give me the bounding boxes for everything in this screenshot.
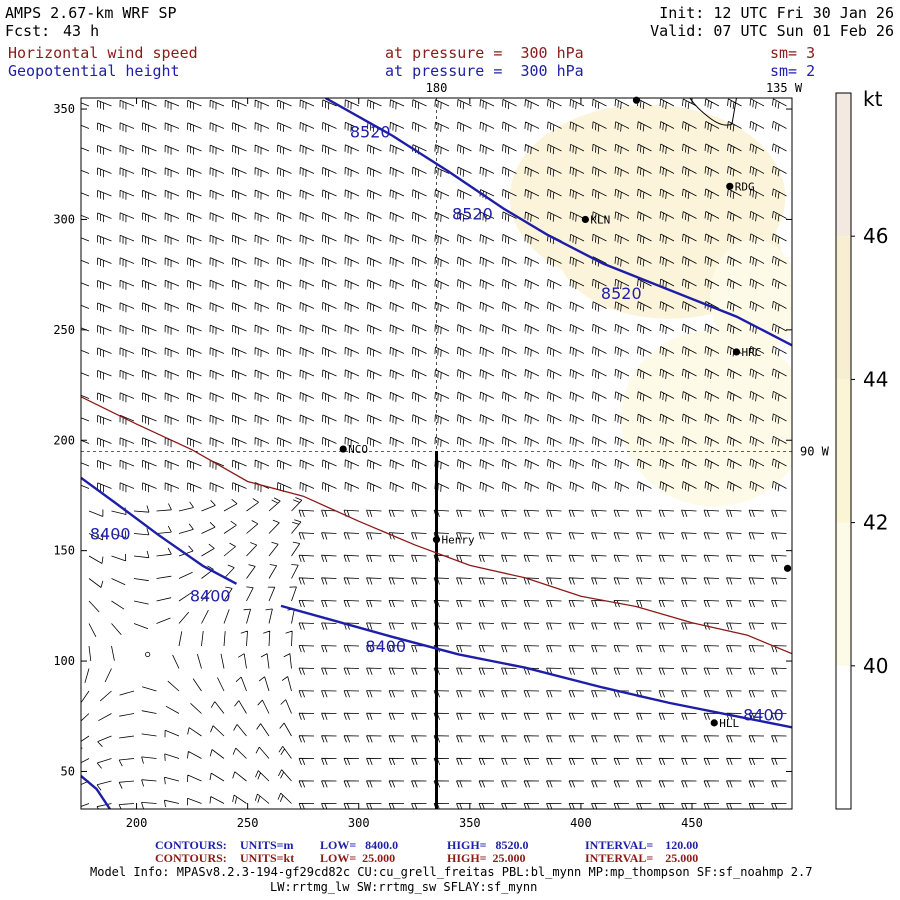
- station-label-Henry: Henry: [442, 534, 475, 547]
- contour-row-height-interval: INTERVAL= 120.00: [585, 838, 699, 852]
- contour-label-8520-0-0: 8520: [350, 123, 391, 142]
- contour-row-speed-high: HIGH= 25.000: [447, 851, 526, 865]
- x-tick-label-250: 250: [237, 816, 259, 830]
- contour-row-speed-interval: INTERVAL= 25.000: [585, 851, 699, 865]
- plot-frame: [80, 97, 793, 810]
- colorbar-segment-3: [836, 236, 851, 380]
- height-contour-8400-3: [81, 774, 111, 809]
- colorbar-label-44: 44: [863, 367, 888, 391]
- stations: RDG KLN HRC NCO Henry HLL: [339, 96, 792, 730]
- station-marker-1: [581, 215, 589, 224]
- contours: 8520 8520 8520 8400 8400 8400 8400: [81, 98, 792, 809]
- station-label-KLN: KLN: [590, 213, 610, 226]
- colorbar-frame: [835, 92, 852, 810]
- contour-row-speed-low: LOW= 25.000: [320, 851, 396, 865]
- meridian-label-90w: 90 W: [800, 444, 830, 458]
- meridian-guides: [81, 98, 792, 809]
- field-1-name: Horizontal wind speed: [8, 44, 198, 62]
- y-tick-label-100: 100: [53, 654, 75, 668]
- contour-row-speed-units: UNITS=kt: [240, 851, 295, 865]
- y-tick-label-150: 150: [53, 544, 75, 558]
- y-tick-label-250: 250: [53, 323, 75, 337]
- contour-row-height-high: HIGH= 8520.0: [447, 838, 529, 852]
- init-time: Init: 12 UTC Fri 30 Jan 26: [659, 4, 894, 22]
- valid-time: Valid: 07 UTC Sun 01 Feb 26: [650, 22, 894, 40]
- x-tick-label-450: 450: [681, 816, 703, 830]
- contour-row-height-low: LOW= 8400.0: [320, 838, 399, 852]
- contour-label-8400-1-0: 8400: [90, 525, 131, 544]
- axes: 200 250 300 350 400 450 50 100 150 200 250 300 350: [53, 98, 792, 830]
- contour-label-8400-2-0: 8400: [190, 586, 231, 605]
- wind-speed-shading: [509, 104, 792, 507]
- coastline-path: [689, 98, 737, 126]
- height-contour-8400-1: [81, 476, 238, 585]
- station-label-HRC: HRC: [741, 346, 761, 359]
- coastline: [689, 98, 737, 126]
- x-tick-label-400: 400: [570, 816, 592, 830]
- field-1-level: at pressure = 300 hPa: [385, 44, 584, 62]
- station-marker-0: [726, 182, 734, 190]
- colorbar-segment-4: [836, 93, 851, 237]
- x-tick-label-200: 200: [126, 816, 148, 830]
- speed-contour-25kt: [81, 396, 792, 655]
- contour-row-speed-label: CONTOURS:: [155, 851, 227, 865]
- colorbar-label-40: 40: [863, 654, 888, 678]
- height-contour-8400-2: [280, 604, 792, 729]
- station-label-NCO: NCO: [348, 443, 368, 456]
- wind-barbs: [81, 98, 787, 809]
- contour-row-height-units: UNITS=m: [240, 838, 294, 852]
- contour-row-height-label: CONTOURS:: [155, 838, 227, 852]
- field-2-level: at pressure = 300 hPa: [385, 62, 584, 80]
- colorbar: 40 42 44 46 kt: [835, 87, 888, 810]
- colorbar-segment-1: [836, 522, 851, 666]
- y-tick-label-50: 50: [61, 764, 75, 778]
- station-label-RDG: RDG: [735, 180, 755, 193]
- contour-label-8400-2-1: 8400: [365, 637, 406, 656]
- meridian-label-135w: 135 W: [766, 81, 803, 95]
- station-marker-3: [339, 445, 347, 453]
- x-tick-label-350: 350: [459, 816, 481, 830]
- station-marker-4: [432, 536, 441, 544]
- field-2-smoothing: sm= 2: [770, 62, 816, 80]
- forecast-label: Fcst:: [5, 22, 51, 40]
- model-title: AMPS 2.67-km WRF SP: [5, 4, 177, 22]
- station-label-HLL: HLL: [719, 717, 739, 730]
- meridian-label-180: 180: [426, 81, 448, 95]
- colorbar-segment-0: [836, 665, 851, 809]
- field-2-name: Geopotential height: [8, 62, 180, 80]
- station-marker-6: [783, 564, 792, 572]
- forecast-hour: 43 h: [63, 22, 100, 40]
- y-tick-label-200: 200: [53, 433, 75, 447]
- y-tick-label-300: 300: [53, 212, 75, 226]
- colorbar-unit: kt: [863, 87, 883, 111]
- model-info-line-1: Model Info: MPASv8.2.3-194-gf29cd82c CU:…: [90, 865, 813, 879]
- contour-label-8520-0-2: 8520: [601, 284, 642, 303]
- contour-label-8520-0-1: 8520: [452, 204, 493, 223]
- model-info-line-2: LW:rrtmg_lw SW:rrtmg_sw SFLAY:sf_mynn: [270, 880, 538, 894]
- map-labels: 180 135 W 90 W: [426, 81, 830, 458]
- speed-shade-3: [709, 239, 792, 355]
- colorbar-segment-2: [836, 379, 851, 523]
- x-tick-label-300: 300: [348, 816, 370, 830]
- wind-barb-field: [81, 98, 787, 809]
- calm-marker: [145, 651, 151, 658]
- y-tick-label-350: 350: [53, 102, 75, 116]
- station-marker-2: [732, 348, 741, 356]
- field-1-smoothing: sm= 3: [770, 44, 816, 62]
- contour-label-8400-2-2: 8400: [743, 706, 784, 725]
- colorbar-label-46: 46: [863, 224, 888, 248]
- station-marker-5: [710, 719, 718, 727]
- height-contour-8520-0: [324, 98, 792, 347]
- colorbar-label-42: 42: [863, 511, 888, 535]
